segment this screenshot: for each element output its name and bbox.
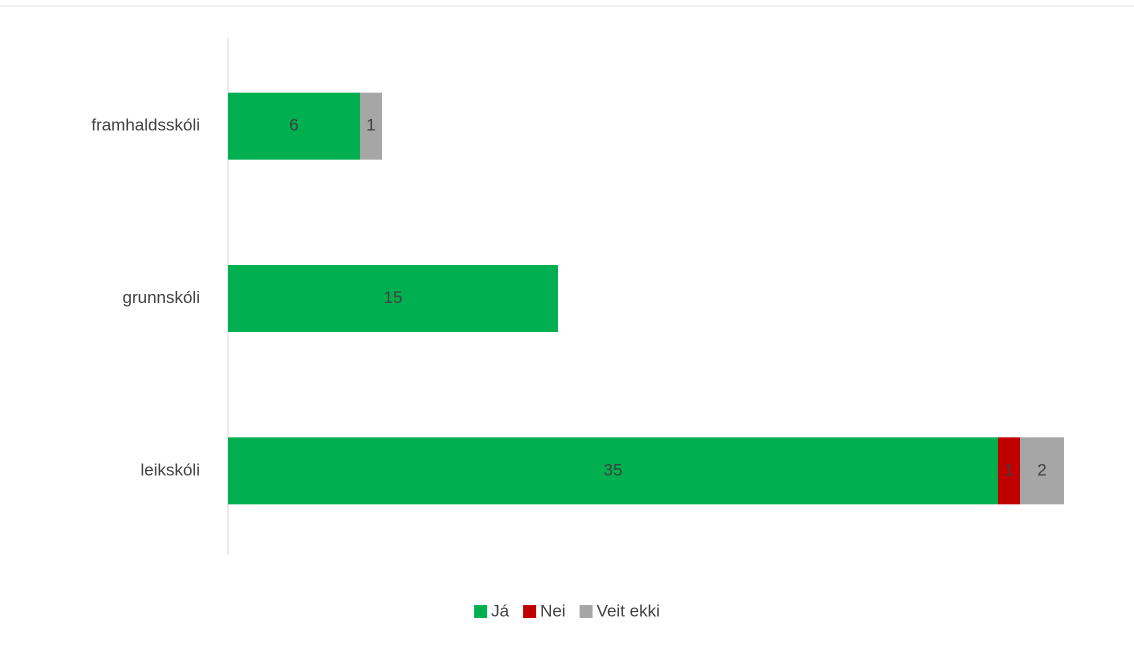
- bar-segment: [228, 92, 360, 160]
- legend-swatch: [474, 605, 488, 618]
- legend-label: Veit ekki: [597, 601, 660, 620]
- y-tick-label: framhaldsskóli: [91, 116, 200, 135]
- data-label: 1: [366, 116, 375, 135]
- legend-label: Nei: [540, 601, 566, 620]
- data-label: 1: [1004, 460, 1013, 479]
- bar-segment: [998, 437, 1020, 505]
- data-label: 6: [289, 116, 298, 135]
- legend-swatch: [579, 605, 593, 618]
- data-label: 2: [1037, 460, 1046, 479]
- bar-segment: [360, 92, 382, 160]
- y-tick-label: grunnskóli: [123, 288, 201, 307]
- legend-swatch: [523, 605, 537, 618]
- bar-segment: [228, 437, 998, 505]
- bar-segment: [1020, 437, 1064, 505]
- legend-label: Já: [491, 601, 510, 620]
- data-label: 35: [604, 460, 623, 479]
- y-tick-label: leikskóli: [140, 460, 200, 479]
- bar-segment: [228, 265, 558, 332]
- data-label: 15: [384, 288, 403, 307]
